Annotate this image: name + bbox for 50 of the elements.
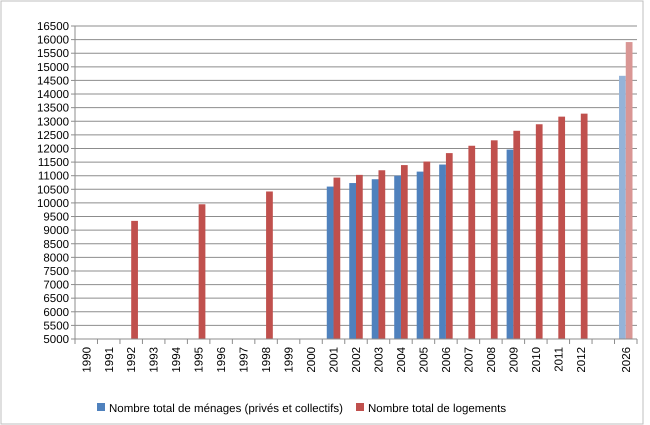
x-tick-label: 1991 xyxy=(104,347,116,373)
y-tick-label: 16500 xyxy=(37,21,69,34)
y-tick-label: 10000 xyxy=(37,198,69,210)
y-tick-label: 5000 xyxy=(43,334,69,346)
y-tick-label: 7500 xyxy=(43,266,69,278)
x-tick-label: 2004 xyxy=(396,346,408,373)
x-tick-label: 2000 xyxy=(306,347,318,373)
y-tick-label: 8000 xyxy=(43,252,69,264)
y-tick-label: 9500 xyxy=(43,212,69,224)
y-tick-label: 6500 xyxy=(43,293,69,306)
x-tick-label: 2026 xyxy=(620,347,633,373)
legend-label: Nombre total de ménages (privés et collectifs) xyxy=(109,403,344,416)
y-tick-label: 9000 xyxy=(43,225,69,238)
y-tick-label: 13000 xyxy=(37,116,69,128)
x-tick-label: 2005 xyxy=(418,347,430,373)
y-tick-label: 10500 xyxy=(37,184,69,196)
x-tick-label: 2006 xyxy=(440,347,453,373)
x-tick-label: 1998 xyxy=(261,347,274,373)
legend-label: Nombre total de logements xyxy=(368,403,506,416)
x-tick-label: 1992 xyxy=(126,347,138,373)
y-tick-label: 8500 xyxy=(43,238,69,251)
x-tick-label: 2008 xyxy=(486,347,498,373)
y-tick-label: 15500 xyxy=(37,48,69,60)
x-tick-label: 2009 xyxy=(508,347,520,373)
x-tick-label: 2003 xyxy=(374,347,386,373)
y-tick-label: 16000 xyxy=(37,34,69,47)
y-tick-label: 15000 xyxy=(37,62,69,74)
y-tick-label: 5500 xyxy=(43,320,69,332)
x-tick-label: 2012 xyxy=(576,347,588,373)
x-tick-label: 1994 xyxy=(171,346,184,373)
x-tick-label: 2001 xyxy=(328,347,341,373)
x-tick-label: 1995 xyxy=(194,347,206,373)
x-tick-label: 1996 xyxy=(216,347,228,373)
y-tick-label: 6000 xyxy=(43,306,69,319)
y-tick-label: 14500 xyxy=(37,75,69,88)
y-tick-label: 14000 xyxy=(37,89,69,102)
y-tick-label: 11500 xyxy=(38,157,69,170)
y-tick-label: 11000 xyxy=(38,170,69,183)
y-tick-label: 13500 xyxy=(37,102,69,115)
x-tick-label: 1993 xyxy=(148,347,161,373)
y-tick-label: 7000 xyxy=(43,280,69,292)
x-tick-label: 1990 xyxy=(81,347,94,373)
x-tick-label: 2011 xyxy=(553,347,566,372)
x-tick-label: 1999 xyxy=(284,347,296,373)
y-tick-label: 12000 xyxy=(37,144,69,156)
x-tick-label: 2010 xyxy=(530,347,543,373)
x-tick-label: 1997 xyxy=(238,347,251,373)
x-tick-label: 2002 xyxy=(351,347,364,373)
x-tick-label: 2007 xyxy=(463,347,476,373)
y-tick-label: 12500 xyxy=(37,130,69,142)
